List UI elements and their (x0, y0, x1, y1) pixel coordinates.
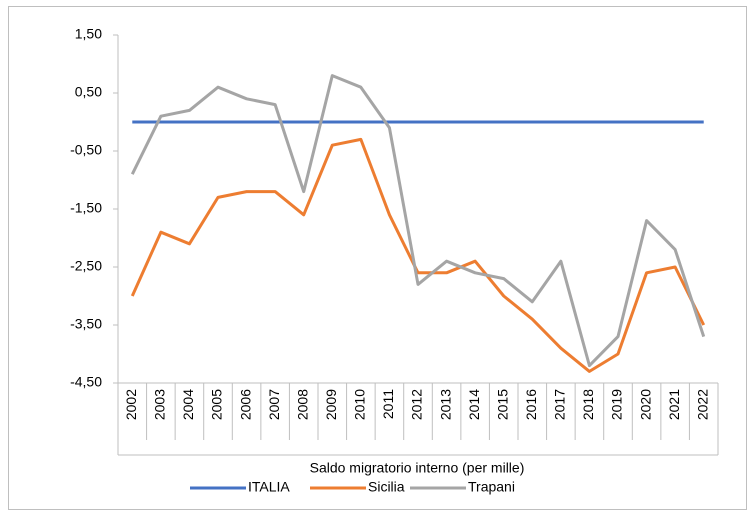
x-tick-label: 2015 (494, 389, 510, 420)
x-tick-label: 2019 (609, 389, 625, 420)
chart-frame (8, 6, 747, 510)
x-tick-label: 2011 (380, 389, 396, 419)
y-tick-label: 1,50 (75, 26, 102, 42)
y-tick-label: 0,50 (75, 84, 102, 100)
x-tick-label: 2004 (180, 389, 196, 420)
x-tick-label: 2010 (352, 389, 368, 420)
x-tick-label: 2020 (637, 389, 653, 420)
x-tick-label: 2021 (666, 389, 682, 420)
x-tick-label: 2003 (152, 389, 168, 420)
series-line (130, 137, 706, 373)
x-tick-label: 2016 (523, 389, 539, 420)
y-tick-label: -4,50 (70, 374, 102, 390)
x-tick-label: 2022 (694, 389, 710, 420)
y-tick-label: -2,50 (70, 258, 102, 274)
x-tick-label: 2006 (237, 389, 253, 420)
legend-label: Sicilia (368, 479, 405, 495)
legend-label: Trapani (468, 479, 515, 495)
x-tick-label: 2007 (266, 389, 282, 420)
legend-label: ITALIA (248, 479, 290, 495)
x-axis-title: Saldo migratorio interno (per mille) (310, 460, 525, 476)
x-tick-label: 2009 (323, 389, 339, 420)
x-tick-label: 2014 (466, 389, 482, 420)
y-tick-label: -1,50 (70, 200, 102, 216)
x-tick-label: 2013 (437, 389, 453, 420)
x-tick-label: 2002 (123, 389, 139, 420)
x-tick-label: 2012 (409, 389, 425, 420)
y-tick-label: -3,50 (70, 316, 102, 332)
x-tick-label: 2008 (294, 389, 310, 420)
x-tick-label: 2005 (209, 389, 225, 420)
x-tick-label: 2018 (580, 389, 596, 420)
series-line (130, 74, 706, 368)
y-tick-label: -0,50 (70, 142, 102, 158)
x-tick-label: 2017 (552, 389, 568, 420)
